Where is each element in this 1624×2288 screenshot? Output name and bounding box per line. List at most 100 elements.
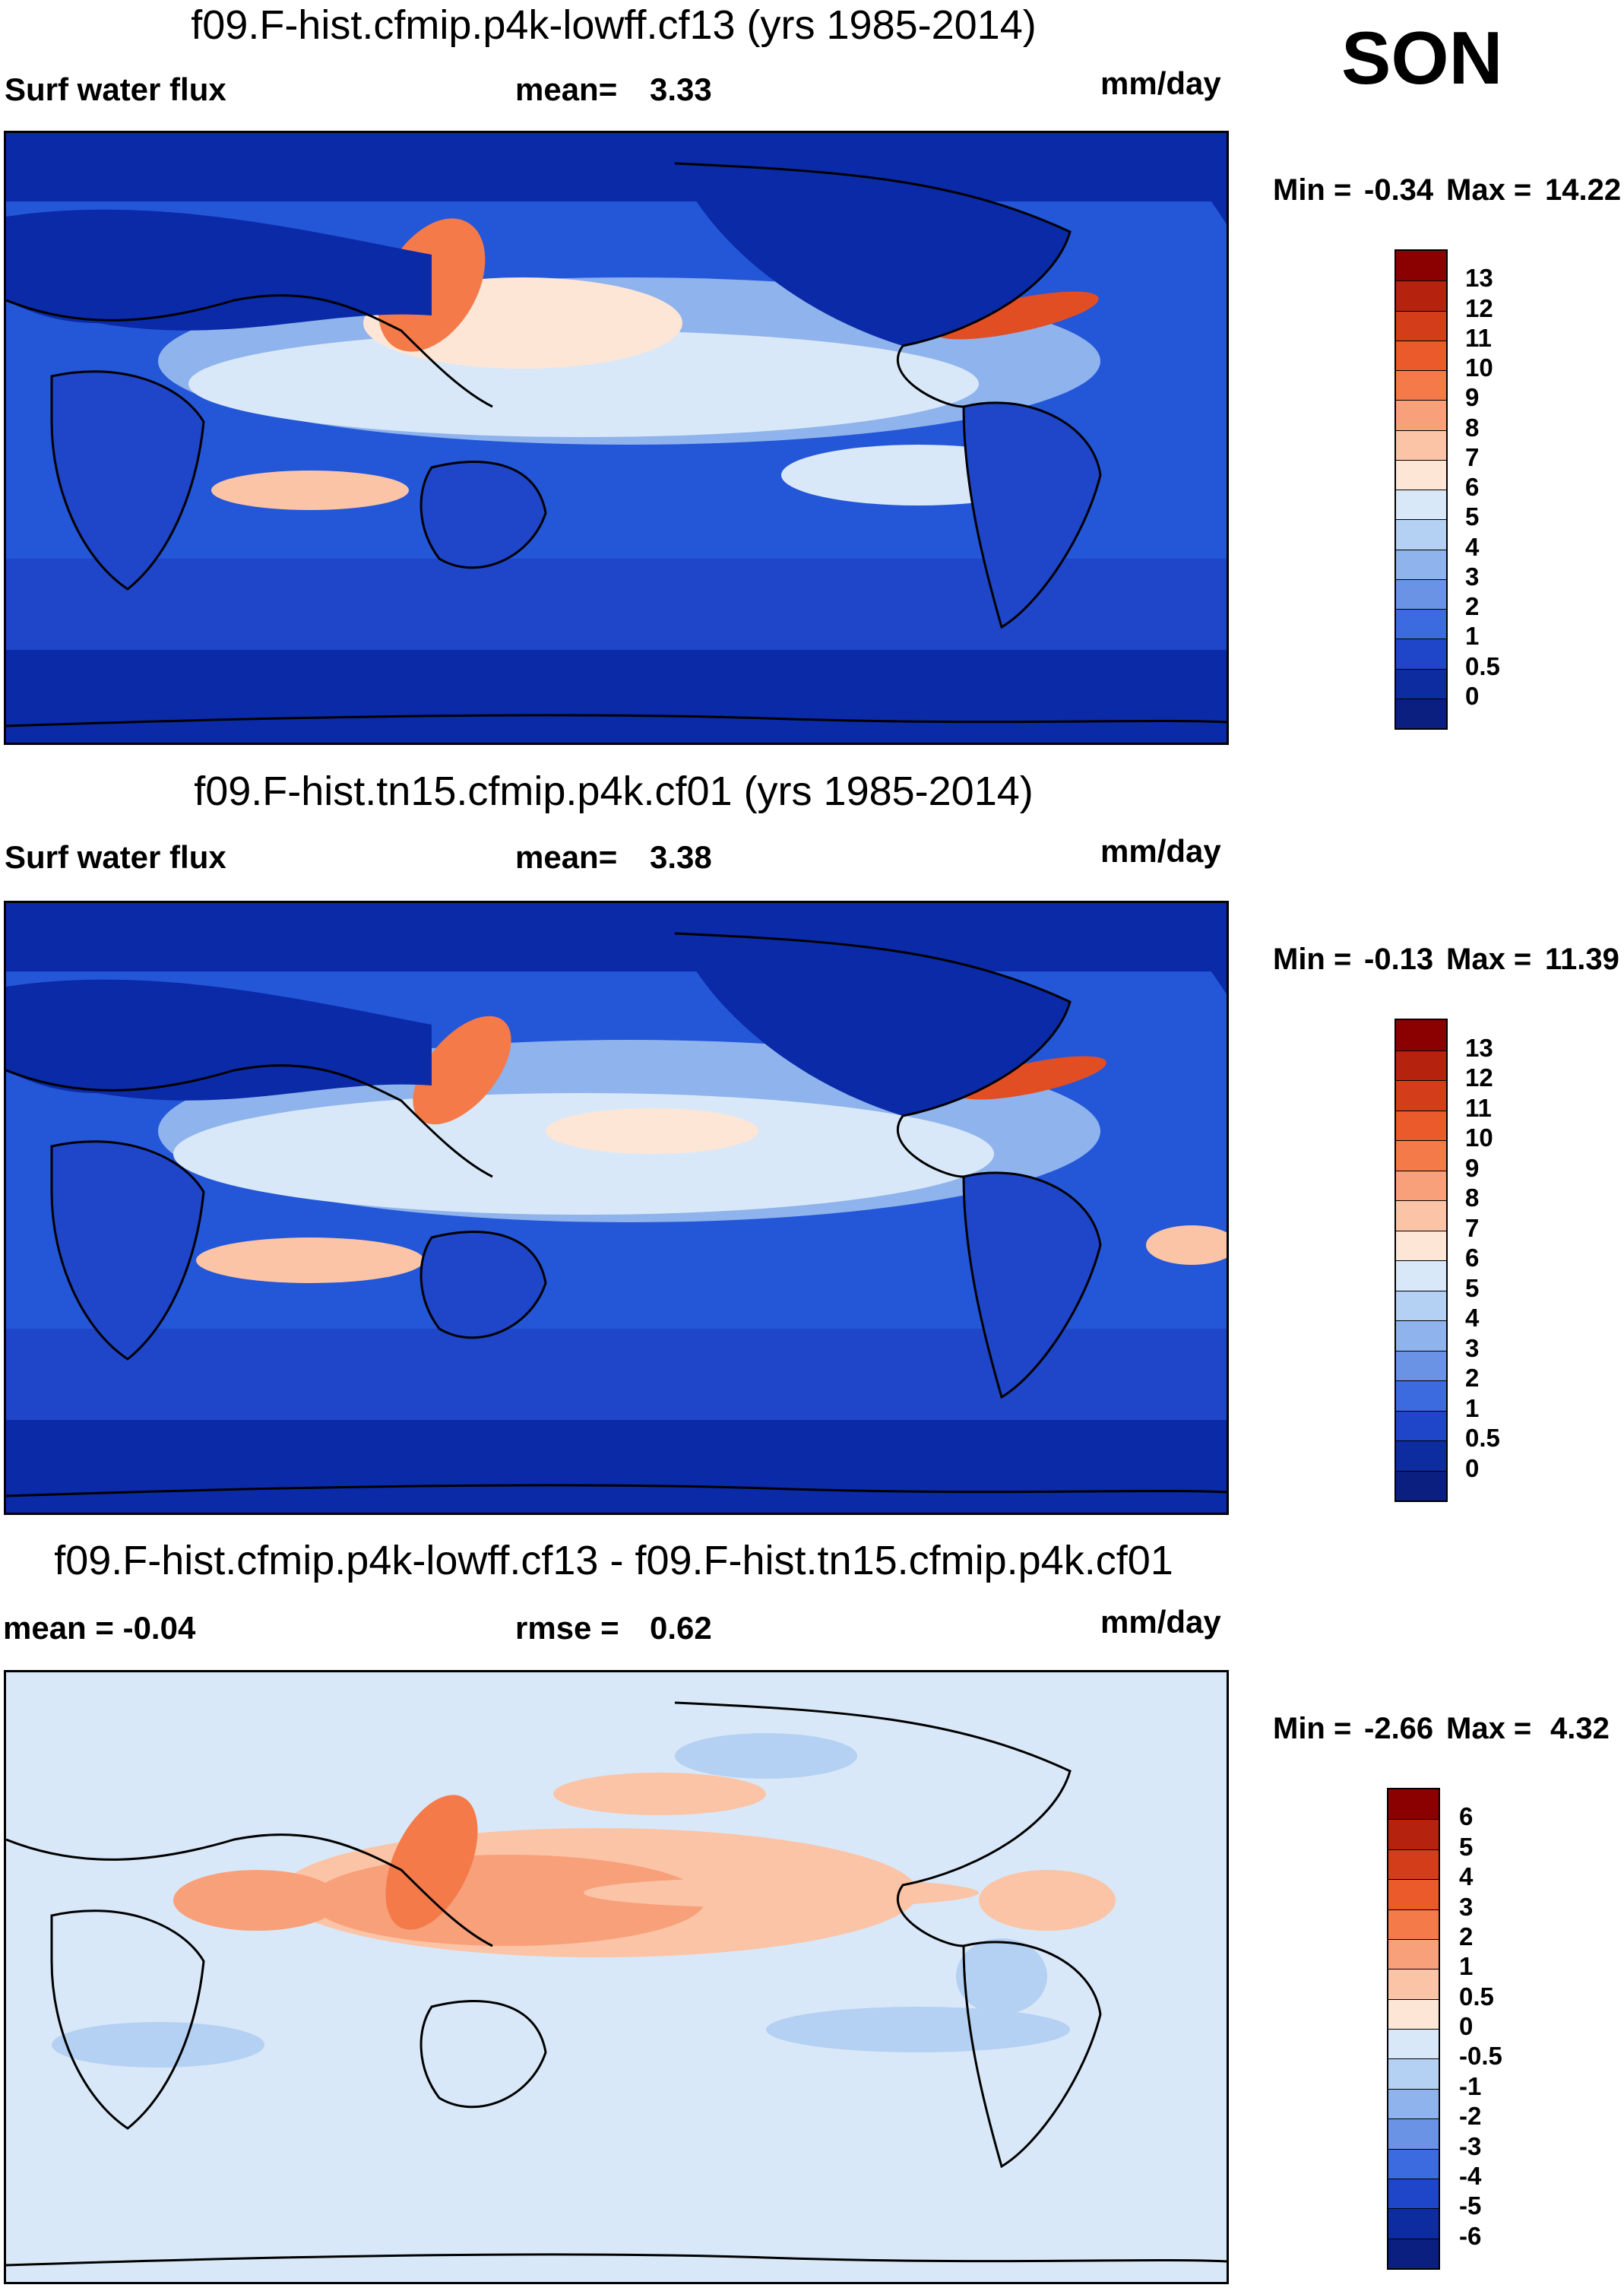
colorbar-tick-label: 8 <box>1465 1184 1480 1212</box>
colorbar-swatch <box>1396 1470 1446 1501</box>
colorbar-tick-label: 0.5 <box>1465 1424 1500 1452</box>
colorbar-swatch <box>1396 1200 1446 1231</box>
panel-1-colorbar <box>1394 249 1448 730</box>
colorbar-swatch <box>1396 578 1446 609</box>
colorbar-swatch <box>1396 668 1446 699</box>
colorbar-tick-label: -3 <box>1459 2131 1482 2160</box>
panel-3-units: mm/day <box>1100 1604 1221 1640</box>
panel-3-map-svg <box>6 1672 1227 2282</box>
panel-1-max-value: 14.22 <box>1545 173 1622 207</box>
panel-2-mean-label: mean= <box>515 839 618 875</box>
colorbar-tick-label: 7 <box>1465 442 1480 471</box>
panel-2-max-label: Max = <box>1446 943 1532 976</box>
colorbar-swatch <box>1388 2178 1439 2209</box>
panel-1-units: mm/day <box>1100 65 1221 101</box>
colorbar-swatch <box>1396 280 1446 311</box>
colorbar-tick-label: 13 <box>1465 1033 1493 1062</box>
colorbar-tick-label: 0.5 <box>1465 651 1500 680</box>
panel-3-max-value: 4.32 <box>1550 1712 1610 1745</box>
panel-2-min-value: -0.13 <box>1364 943 1434 976</box>
panel-3-title: f09.F-hist.cfmip.p4k-lowff.cf13 - f09.F-… <box>54 1538 1173 1583</box>
colorbar-swatch <box>1388 1969 1439 1999</box>
colorbar-tick-label: 5 <box>1465 1273 1480 1302</box>
colorbar-tick-label: 2 <box>1459 1922 1474 1951</box>
colorbar-swatch <box>1388 1879 1439 1909</box>
colorbar-tick-label: 3 <box>1465 1333 1480 1362</box>
colorbar-swatch <box>1388 2029 1439 2059</box>
colorbar-swatch <box>1396 1380 1446 1411</box>
colorbar-swatch <box>1396 1290 1446 1320</box>
colorbar-swatch <box>1388 1938 1439 1970</box>
panel-3-colorbar <box>1387 1788 1440 2270</box>
colorbar-swatch <box>1388 1909 1439 1939</box>
colorbar-tick-label: 12 <box>1465 293 1493 322</box>
colorbar-tick-label: 0.5 <box>1459 1982 1494 2011</box>
panel-3-max-label: Max = <box>1446 1712 1532 1745</box>
colorbar-swatch <box>1396 1020 1446 1051</box>
colorbar-tick-label: 8 <box>1465 413 1480 442</box>
panel-3-min-value: -2.66 <box>1364 1712 1434 1745</box>
panel-2-variable-label: Surf water flux <box>5 839 226 875</box>
panel-2-map <box>4 901 1229 1515</box>
colorbar-swatch <box>1396 1140 1446 1171</box>
colorbar-tick-label: 1 <box>1459 1952 1474 1981</box>
panel-1-variable-label: Surf water flux <box>5 71 226 107</box>
colorbar-swatch <box>1396 1260 1446 1291</box>
colorbar-tick-label: 2 <box>1465 592 1480 620</box>
colorbar-swatch <box>1396 1170 1446 1200</box>
colorbar-tick-label: 3 <box>1465 562 1480 591</box>
panel-3-mean-label: mean = -0.04 <box>3 1610 196 1646</box>
colorbar-swatch <box>1396 698 1446 728</box>
colorbar-swatch <box>1396 1410 1446 1440</box>
panel-1-min-label: Min = <box>1273 173 1352 207</box>
colorbar-swatch <box>1388 2148 1439 2179</box>
colorbar-swatch <box>1396 1110 1446 1140</box>
colorbar-tick-label: 11 <box>1465 323 1492 352</box>
colorbar-swatch <box>1388 2088 1439 2119</box>
colorbar-tick-label: 11 <box>1465 1093 1492 1122</box>
colorbar-swatch <box>1396 251 1446 281</box>
colorbar-tick-label: -6 <box>1459 2221 1482 2250</box>
colorbar-swatch <box>1388 1819 1439 1849</box>
colorbar-swatch <box>1388 2208 1439 2239</box>
colorbar-swatch <box>1396 1050 1446 1080</box>
colorbar-tick-label: 4 <box>1465 532 1480 561</box>
colorbar-swatch <box>1388 1789 1439 1820</box>
panel-1-map-svg <box>6 133 1227 743</box>
colorbar-swatch <box>1396 370 1446 401</box>
colorbar-swatch <box>1396 310 1446 341</box>
panel-1-map <box>4 131 1229 745</box>
colorbar-tick-label: 9 <box>1465 1153 1480 1182</box>
colorbar-tick-label: 10 <box>1465 353 1493 382</box>
colorbar-tick-label: 10 <box>1465 1123 1493 1152</box>
colorbar-swatch <box>1388 1998 1439 2029</box>
colorbar-tick-label: 2 <box>1465 1364 1480 1392</box>
panel-2-colorbar <box>1394 1019 1448 1502</box>
colorbar-swatch <box>1388 2058 1439 2089</box>
colorbar-tick-label: 6 <box>1459 1802 1474 1831</box>
panel-3-rmse-label: rmse = <box>515 1610 619 1646</box>
season-label: SON <box>1341 16 1503 100</box>
colorbar-tick-label: 0 <box>1465 1453 1480 1482</box>
colorbar-swatch <box>1388 2118 1439 2149</box>
colorbar-swatch <box>1396 519 1446 550</box>
colorbar-tick-label: 3 <box>1459 1892 1474 1921</box>
panel-2-max-value: 11.39 <box>1545 943 1619 976</box>
colorbar-tick-label: 6 <box>1465 473 1480 501</box>
panel-3-map <box>4 1670 1229 2284</box>
colorbar-tick-label: 5 <box>1465 502 1480 531</box>
panel-1-max-label: Max = <box>1446 173 1532 207</box>
colorbar-swatch <box>1396 639 1446 669</box>
colorbar-tick-label: 0 <box>1459 2012 1474 2040</box>
panel-2-min-label: Min = <box>1273 943 1352 976</box>
colorbar-tick-label: 4 <box>1465 1304 1480 1332</box>
colorbar-swatch <box>1396 1440 1446 1471</box>
colorbar-swatch <box>1396 429 1446 460</box>
panel-2-map-svg <box>6 903 1227 1513</box>
colorbar-tick-label: -0.5 <box>1459 2042 1502 2071</box>
colorbar-tick-label: 4 <box>1459 1862 1474 1891</box>
panel-2-units: mm/day <box>1100 833 1221 869</box>
colorbar-swatch <box>1396 1080 1446 1111</box>
colorbar-swatch <box>1396 549 1446 579</box>
colorbar-tick-label: -1 <box>1459 2071 1482 2100</box>
